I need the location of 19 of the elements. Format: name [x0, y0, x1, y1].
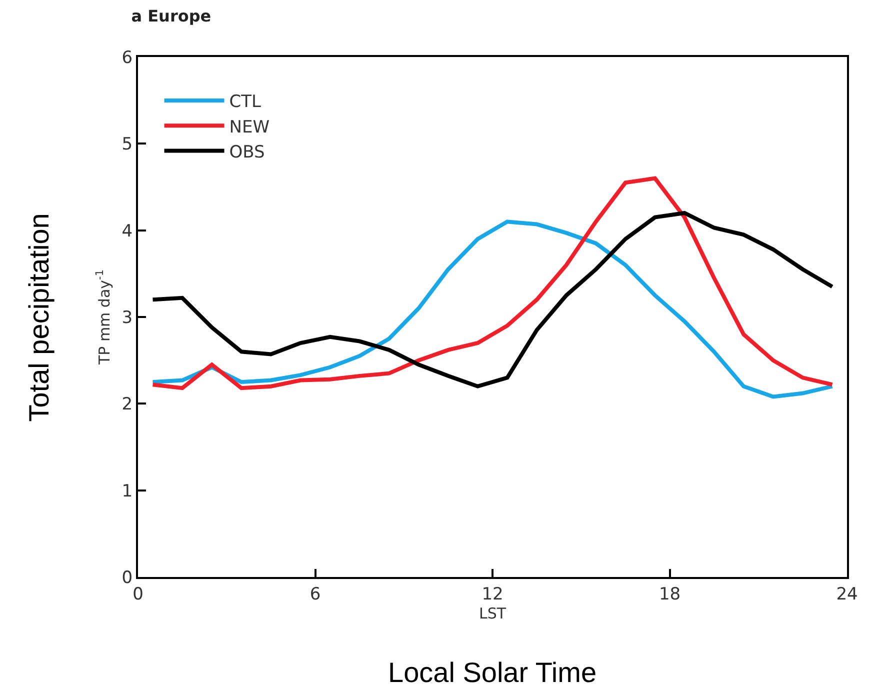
- x-axis-title: LST: [478, 604, 507, 622]
- legend-label: OBS: [229, 142, 265, 162]
- x-tick-label: 12: [482, 584, 504, 604]
- y-tick-label: 2: [122, 394, 133, 415]
- text: Total pecipitation: [24, 213, 55, 422]
- text: Local Solar Time: [388, 657, 597, 688]
- y-tick-label: 4: [122, 221, 133, 242]
- y-tick-label: 1: [122, 481, 133, 502]
- y-tick-label: 5: [122, 134, 133, 155]
- y-tick-label: 6: [122, 48, 133, 68]
- y-tick-label: 0: [122, 568, 133, 588]
- y-tick-label: 3: [122, 308, 133, 328]
- x-tick-label: 18: [658, 584, 681, 604]
- line-series: [150, 176, 834, 390]
- legend-label: NEW: [229, 117, 270, 138]
- x-tick-label: 24: [836, 584, 858, 604]
- x-tick-label: 6: [310, 584, 321, 604]
- legend-label: CTL: [229, 92, 262, 112]
- chart-title: a Europe: [131, 6, 212, 26]
